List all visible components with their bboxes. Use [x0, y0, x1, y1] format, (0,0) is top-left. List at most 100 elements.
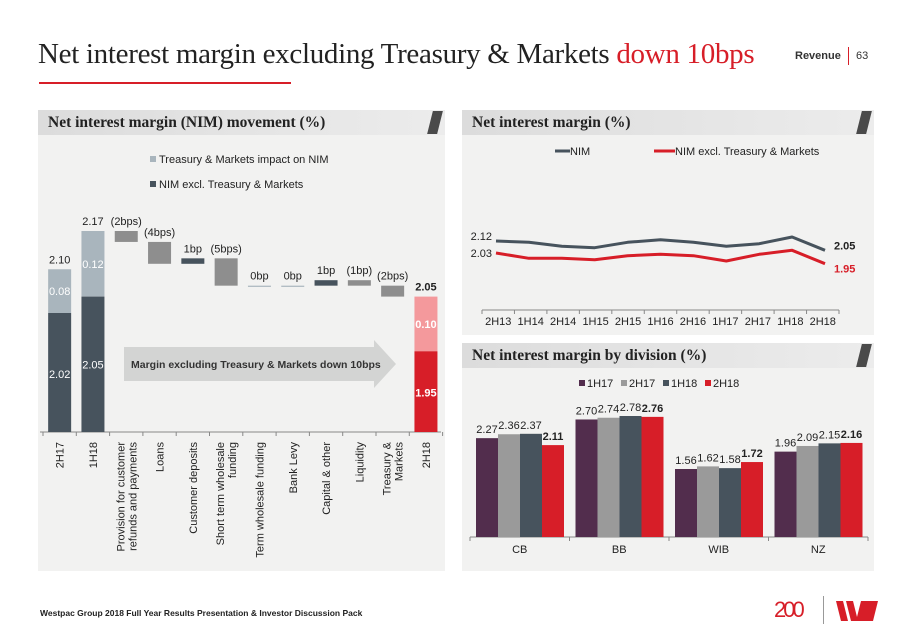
tm-impact-label: 0.10: [415, 319, 436, 331]
page-title-main: Net interest margin excluding Treasury &…: [38, 38, 617, 70]
movement-bar: [181, 258, 205, 264]
x-tick-label: 2H14: [550, 316, 576, 328]
annotation-arrow: [124, 340, 396, 388]
bar-value-label: 1.56: [675, 455, 696, 467]
bar-value-label: 2.78: [620, 402, 641, 414]
category-label: Customer deposits: [188, 442, 200, 534]
logo-divider: [823, 596, 824, 624]
legend-label-tm-impact: Treasury & Markets impact on NIM: [159, 154, 329, 166]
bar-cb-1h18: [520, 433, 542, 537]
panel-title: Net interest margin by division (%): [472, 347, 707, 364]
bar-cb-2h17: [498, 434, 520, 537]
bar-bb-2h18: [641, 416, 664, 537]
movement-label: 0bp: [284, 271, 302, 283]
series-line-nim: [495, 235, 826, 252]
movement-bar: [114, 231, 138, 242]
tm-impact-label: 0.08: [49, 286, 70, 298]
movement-label: (2bps): [111, 216, 142, 228]
bar-cb-2h18: [542, 445, 564, 537]
total-label: 2.10: [49, 254, 70, 266]
x-tick-label: 1H17: [712, 316, 738, 328]
movement-bar: [148, 241, 172, 264]
bar-wib-2h17: [697, 466, 719, 537]
x-tick-label: 2H16: [680, 316, 706, 328]
legend-swatch: [621, 380, 627, 386]
panel-title: Net interest margin (NIM) movement (%): [48, 114, 326, 131]
bar-value-label: 2.70: [576, 405, 597, 417]
x-tick-label: 2H18: [810, 316, 836, 328]
bar-nz-2h18: [840, 442, 863, 537]
bar-cb-1h17: [476, 438, 498, 537]
movement-label: (4bps): [144, 227, 175, 239]
bar-value-label: 1.58: [719, 454, 740, 466]
x-tick-label: 1H18: [777, 316, 803, 328]
movement-bar: [247, 285, 271, 287]
bar-wib-2h18: [741, 462, 763, 537]
category-label: Loans: [155, 442, 167, 472]
category-label: 1H18: [88, 442, 100, 468]
legend-label-nim-excl: NIM excl. Treasury & Markets: [675, 146, 820, 158]
movement-label: (1bp): [347, 265, 373, 277]
legend-label-nim-excl: NIM excl. Treasury & Markets: [159, 179, 304, 191]
movement-label: 1bp: [317, 265, 335, 277]
title-underline: [39, 82, 291, 84]
category-label: 2H17: [55, 442, 67, 468]
bar-value-label: 1.62: [697, 452, 718, 464]
category-label: WIB: [708, 544, 729, 556]
x-tick-label: 2H15: [615, 316, 641, 328]
bar-value-label: 2.74: [598, 404, 619, 416]
bar-value-label: 2.36: [498, 420, 519, 432]
bar-tm-impact: [81, 231, 105, 297]
start-label: 2.03: [471, 248, 492, 260]
legend-swatch: [705, 380, 711, 386]
nim-movement-chart: Treasury & Markets impact on NIM NIM excl…: [40, 154, 444, 558]
legend-label: 1H18: [671, 378, 697, 390]
x-tick-label: 1H14: [518, 316, 544, 328]
panel-header: Net interest margin by division (%): [462, 343, 874, 368]
bar-value-label: 2.27: [476, 424, 497, 436]
bar-nim-excl: [48, 313, 72, 432]
page-title: Net interest margin excluding Treasury &…: [38, 38, 755, 71]
legend-swatch-tm-impact: [150, 156, 156, 162]
category-label: BB: [612, 544, 627, 556]
bar-nz-2h17: [796, 445, 819, 537]
legend-swatch: [579, 380, 585, 386]
bar-wib-1h17: [675, 469, 697, 537]
bar-value-label: 1.96: [775, 438, 796, 450]
bar-tm-impact: [48, 269, 72, 313]
nim-movement-panel: Net interest margin (NIM) movement (%) T…: [38, 110, 445, 571]
total-label: 2.05: [415, 282, 436, 294]
nim-excl-label: 2.02: [49, 369, 70, 381]
bar-tm-impact: [414, 296, 438, 352]
category-label: NZ: [811, 544, 826, 556]
movement-bar: [314, 280, 338, 286]
end-label: 1.95: [834, 264, 855, 276]
movement-label: (2bps): [377, 271, 408, 283]
bar-value-label: 2.09: [797, 432, 818, 444]
movement-label: 0bp: [250, 271, 268, 283]
section-label: Revenue: [795, 50, 841, 62]
category-label: CB: [512, 544, 527, 556]
legend-label: 2H18: [713, 378, 739, 390]
x-tick-label: 1H15: [582, 316, 608, 328]
footer-text: Westpac Group 2018 Full Year Results Pre…: [40, 608, 363, 618]
tm-impact-label: 0.12: [82, 259, 103, 271]
bar-nim-excl: [81, 296, 105, 432]
nim-excl-label: 1.95: [415, 387, 436, 399]
end-label: 2.05: [834, 240, 855, 252]
total-label: 2.17: [82, 216, 103, 228]
category-label: Short term wholesalefunding: [215, 442, 239, 545]
nim-trend-panel: Net interest margin (%) NIM NIM excl. Tre…: [462, 110, 874, 335]
bar-value-label: 1.72: [741, 448, 762, 460]
legend-swatch-nim-excl: [150, 181, 156, 187]
panel-header: Net interest margin (NIM) movement (%): [38, 110, 445, 135]
series-line-nim-excl: [495, 248, 826, 266]
category-label: Provision for customerrefunds and paymen…: [115, 442, 139, 552]
nim-excl-label: 2.05: [82, 360, 103, 372]
category-label: 2H18: [421, 442, 433, 468]
annotation-text: Margin excluding Treasury & Markets down…: [131, 359, 381, 371]
bar-value-label: 2.37: [520, 420, 541, 432]
bar-value-label: 2.11: [543, 431, 564, 443]
bar-wib-1h18: [719, 468, 741, 537]
